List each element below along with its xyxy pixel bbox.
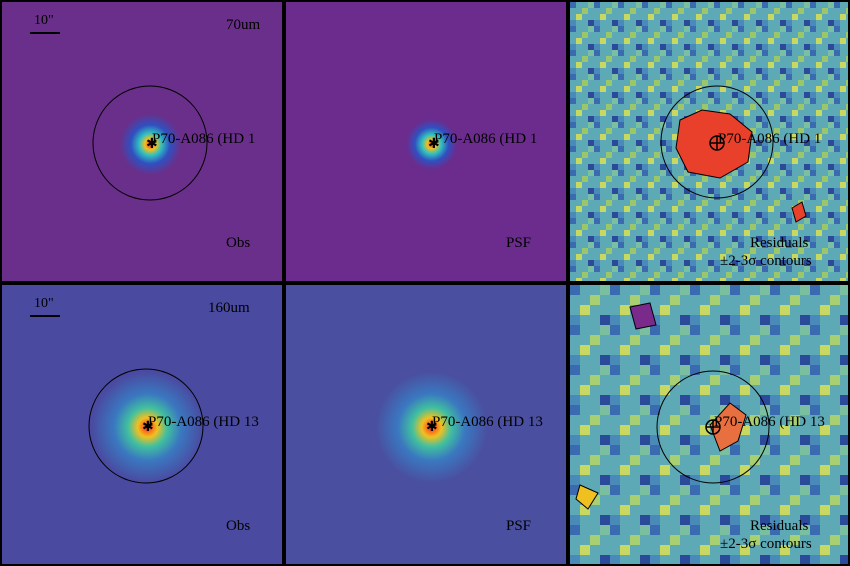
obs-70um-image: ✱ bbox=[2, 2, 282, 281]
scale-bar bbox=[30, 315, 60, 317]
svg-text:✱: ✱ bbox=[142, 420, 154, 435]
obs-70um-panel: ✱ 10" 70um P70-A086 (HD 1 Obs bbox=[0, 0, 284, 283]
panel-caption: PSF bbox=[506, 518, 532, 534]
source-label: P70-A086 (HD 1 bbox=[152, 131, 256, 147]
svg-text:✱: ✱ bbox=[428, 137, 440, 152]
svg-text:✱: ✱ bbox=[426, 420, 438, 435]
residual-70um-panel: P70-A086 (HD 1 Residuals ±2-3σ contours bbox=[568, 0, 850, 283]
residual-caption-line1: Residuals bbox=[750, 518, 809, 534]
band-label: 70um bbox=[226, 17, 261, 33]
source-label: P70-A086 (HD 1 bbox=[434, 131, 538, 147]
panel-caption: PSF bbox=[506, 235, 532, 251]
residual-caption-line1: Residuals bbox=[750, 235, 809, 251]
residual-160um-image bbox=[570, 285, 848, 564]
band-label: 160um bbox=[208, 300, 250, 316]
psf-70um-image: ✱ bbox=[286, 2, 566, 281]
panel-caption: Obs bbox=[226, 235, 251, 251]
residual-160um-panel: P70-A086 (HD 13 Residuals ±2-3σ contours bbox=[568, 283, 850, 566]
source-label: P70-A086 (HD 13 bbox=[714, 414, 825, 430]
source-label: P70-A086 (HD 13 bbox=[432, 414, 543, 430]
scale-bar bbox=[30, 32, 60, 34]
psf-70um-panel: ✱ P70-A086 (HD 1 PSF bbox=[284, 0, 568, 283]
residual-70um-image bbox=[570, 2, 848, 281]
residual-caption-line2: ±2-3σ contours bbox=[720, 536, 812, 552]
psf-160um-image: ✱ bbox=[286, 285, 566, 564]
source-label: P70-A086 (HD 13 bbox=[148, 414, 259, 430]
panel-caption: Obs bbox=[226, 518, 251, 534]
scale-label: 10" bbox=[34, 13, 54, 28]
obs-160um-panel: ✱ 10" 160um P70-A086 (HD 13 Obs bbox=[0, 283, 284, 566]
psf-160um-panel: ✱ P70-A086 (HD 13 PSF bbox=[284, 283, 568, 566]
scale-label: 10" bbox=[34, 296, 54, 311]
residual-caption-line2: ±2-3σ contours bbox=[720, 253, 812, 269]
source-label: P70-A086 (HD 1 bbox=[718, 131, 822, 147]
obs-160um-image: ✱ bbox=[2, 285, 282, 564]
svg-text:✱: ✱ bbox=[146, 137, 158, 152]
